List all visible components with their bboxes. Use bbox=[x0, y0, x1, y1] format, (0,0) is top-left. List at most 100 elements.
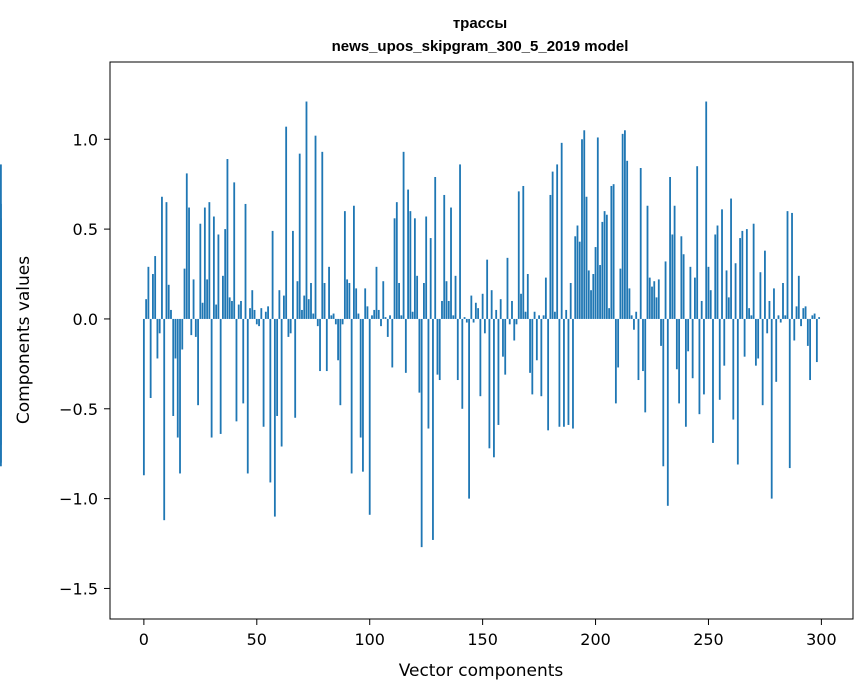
bar bbox=[273, 318, 276, 517]
bar bbox=[709, 290, 712, 319]
bar bbox=[384, 317, 387, 319]
bar bbox=[669, 176, 671, 319]
bar bbox=[420, 318, 423, 548]
bar bbox=[407, 189, 410, 319]
bar bbox=[423, 283, 425, 319]
y-tick-label: 1.0 bbox=[73, 130, 98, 149]
bar bbox=[499, 299, 502, 319]
bar bbox=[809, 318, 811, 381]
bar bbox=[750, 315, 753, 319]
bar bbox=[642, 318, 644, 372]
bar bbox=[219, 318, 222, 434]
bar bbox=[673, 205, 676, 319]
bar bbox=[813, 313, 816, 319]
bar bbox=[680, 236, 683, 319]
bar bbox=[730, 198, 732, 319]
bar bbox=[452, 315, 455, 319]
bar bbox=[524, 311, 527, 319]
bar bbox=[617, 318, 620, 368]
bar bbox=[350, 318, 353, 474]
bar bbox=[655, 297, 658, 319]
bar bbox=[292, 230, 294, 319]
bar bbox=[605, 214, 608, 319]
bar bbox=[161, 196, 163, 319]
bar bbox=[427, 318, 430, 429]
bar bbox=[450, 207, 452, 319]
bar bbox=[619, 268, 622, 319]
bar bbox=[624, 130, 626, 319]
bar bbox=[312, 313, 315, 319]
bar bbox=[587, 270, 590, 319]
bar bbox=[321, 151, 324, 319]
bar bbox=[592, 274, 595, 319]
bar bbox=[775, 318, 778, 382]
bar bbox=[770, 318, 773, 499]
bar bbox=[628, 288, 631, 319]
bar bbox=[493, 318, 495, 458]
bar bbox=[560, 142, 563, 319]
bar bbox=[488, 318, 491, 449]
bar bbox=[515, 318, 518, 325]
bar bbox=[481, 293, 484, 319]
bar bbox=[743, 318, 746, 357]
bar bbox=[260, 308, 263, 319]
bar bbox=[608, 308, 610, 319]
bar bbox=[558, 318, 561, 427]
bar bbox=[167, 284, 170, 319]
bar bbox=[648, 277, 651, 319]
bar bbox=[646, 205, 649, 319]
bar bbox=[633, 318, 635, 330]
bar bbox=[565, 309, 568, 319]
bar bbox=[398, 283, 400, 319]
bar bbox=[653, 281, 656, 319]
bar bbox=[438, 318, 441, 381]
bar bbox=[791, 212, 793, 319]
bar bbox=[684, 318, 687, 427]
bar bbox=[391, 318, 394, 368]
bar bbox=[328, 266, 330, 319]
x-axis-ticks: 0 50 100 150 200 250 300 bbox=[139, 619, 837, 649]
bar bbox=[337, 318, 339, 361]
bar bbox=[764, 250, 766, 319]
bar bbox=[506, 257, 509, 319]
bar bbox=[468, 318, 470, 499]
bar bbox=[703, 318, 705, 395]
bar bbox=[152, 274, 154, 319]
x-tick-label: 0 bbox=[139, 630, 149, 649]
bar bbox=[531, 318, 534, 395]
bar bbox=[490, 290, 493, 319]
bar bbox=[639, 168, 642, 319]
bar bbox=[179, 318, 181, 474]
bar bbox=[154, 256, 157, 319]
bar bbox=[287, 318, 290, 337]
bar bbox=[208, 202, 211, 319]
bar bbox=[174, 318, 177, 359]
bar bbox=[540, 318, 543, 397]
bar bbox=[364, 288, 367, 319]
bar bbox=[556, 164, 559, 319]
bar bbox=[251, 290, 254, 319]
bar bbox=[192, 279, 195, 319]
bar bbox=[156, 318, 159, 359]
bar bbox=[508, 318, 511, 325]
bar bbox=[583, 130, 586, 319]
bar bbox=[777, 315, 780, 319]
bar bbox=[441, 300, 443, 319]
bar bbox=[206, 279, 209, 319]
bar bbox=[212, 216, 215, 319]
bar bbox=[707, 266, 710, 319]
bar bbox=[802, 308, 805, 319]
bar bbox=[535, 318, 538, 361]
bar bbox=[761, 318, 764, 406]
bar bbox=[483, 318, 486, 334]
bar bbox=[782, 283, 784, 319]
bar bbox=[307, 299, 310, 319]
bar bbox=[689, 266, 692, 319]
bar bbox=[786, 211, 789, 319]
bar bbox=[246, 318, 249, 474]
bar bbox=[332, 313, 335, 319]
bar bbox=[255, 318, 258, 325]
bar bbox=[163, 318, 166, 521]
bar bbox=[199, 223, 202, 319]
bar bbox=[635, 311, 638, 319]
